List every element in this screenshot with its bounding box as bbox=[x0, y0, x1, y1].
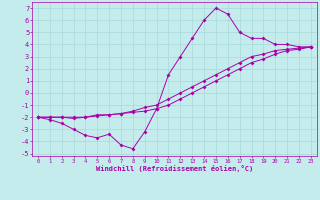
X-axis label: Windchill (Refroidissement éolien,°C): Windchill (Refroidissement éolien,°C) bbox=[96, 165, 253, 172]
